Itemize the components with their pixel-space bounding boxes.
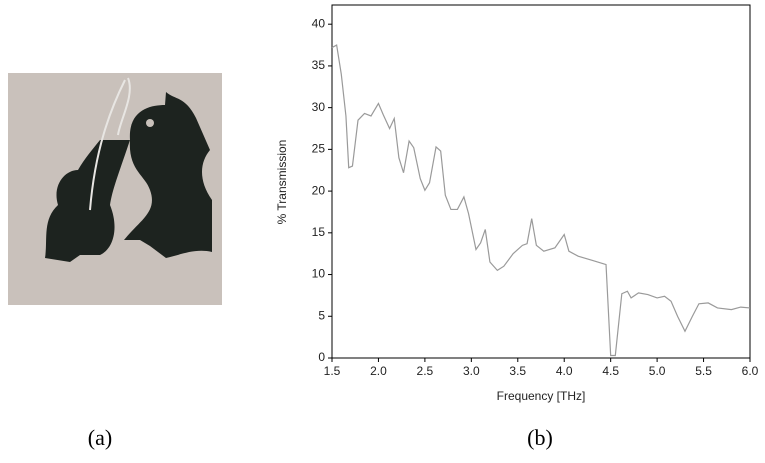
- y-tick-label: 10: [312, 267, 326, 281]
- plot-frame: [331, 4, 751, 359]
- y-tick-label: 35: [312, 58, 326, 72]
- data-line: [331, 44, 751, 357]
- x-tick-label: 3.0: [463, 364, 480, 378]
- x-tick-label: 4.5: [602, 364, 619, 378]
- x-axis-title: Frequency [THz]: [497, 389, 586, 403]
- y-tick-label: 5: [318, 308, 325, 322]
- panel-label: (b): [527, 425, 553, 450]
- y-tick-label: 20: [312, 183, 326, 197]
- x-tick-label: 5.5: [695, 364, 712, 378]
- y-tick-label: 40: [312, 16, 326, 30]
- y-tick-label: 25: [312, 142, 326, 156]
- y-axis-title: % Transmission: [275, 140, 289, 225]
- x-tick-label: 1.5: [324, 364, 341, 378]
- x-tick-label: 3.5: [509, 364, 526, 378]
- panel-label: (a): [88, 425, 112, 450]
- x-tick-label: 2.5: [417, 364, 434, 378]
- x-tick-label: 6.0: [742, 364, 759, 378]
- y-tick-label: 0: [318, 350, 325, 364]
- photo: [8, 73, 222, 305]
- x-tick-label: 2.0: [370, 364, 387, 378]
- y-tick-label: 30: [312, 100, 326, 114]
- x-tick-label: 4.0: [556, 364, 573, 378]
- x-tick-label: 5.0: [649, 364, 666, 378]
- y-tick-label: 15: [312, 225, 326, 239]
